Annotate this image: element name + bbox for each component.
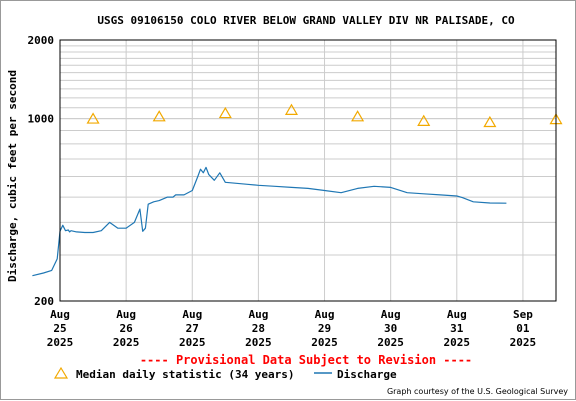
x-tick-label: Aug: [182, 308, 202, 321]
x-tick-label: 2025: [113, 336, 140, 349]
credit-note: Graph courtesy of the U.S. Geological Su…: [387, 387, 568, 396]
y-axis-label: Discharge, cubic feet per second: [6, 70, 19, 282]
x-axis-tick-labels: Aug252025Aug262025Aug272025Aug282025Aug2…: [47, 308, 536, 349]
x-tick-label: 30: [384, 322, 397, 335]
x-tick-label: 2025: [377, 336, 404, 349]
x-tick-label: 25: [53, 322, 66, 335]
legend: Median daily statistic (34 years) Discha…: [53, 366, 397, 381]
median-marker: [218, 106, 232, 119]
series-layer: [32, 103, 563, 277]
x-tick-label: 2025: [311, 336, 338, 349]
x-tick-label: 26: [120, 322, 134, 335]
y-tick-label: 1000: [28, 113, 55, 126]
plot-area-border: [59, 39, 557, 302]
grid-lines: [59, 40, 556, 301]
legend-median-label: Median daily statistic (34 years): [76, 368, 295, 381]
median-marker: [284, 103, 299, 115]
x-tick-label: Aug: [315, 308, 335, 321]
x-tick-label: Aug: [50, 308, 70, 321]
x-tick-label: 27: [186, 322, 199, 335]
x-tick-label: Sep: [513, 308, 533, 321]
x-tick-label: 2025: [444, 336, 471, 349]
x-tick-label: 2025: [179, 336, 206, 349]
discharge-series-line: [32, 166, 507, 277]
median-marker: [351, 110, 365, 122]
x-tick-label: Aug: [248, 308, 268, 321]
x-tick-label: Aug: [116, 308, 136, 321]
x-tick-label: 01: [516, 322, 530, 335]
legend-discharge-label: Discharge: [337, 368, 397, 381]
median-marker: [86, 112, 100, 124]
y-axis-tick-labels: 200 1000 2000: [28, 34, 55, 308]
x-tick-label: 31: [450, 322, 464, 335]
median-marker: [417, 114, 431, 126]
median-marker: [483, 115, 497, 128]
x-tick-label: 2025: [510, 336, 537, 349]
x-tick-label: Aug: [447, 308, 467, 321]
y-tick-label: 200: [34, 295, 54, 308]
x-tick-label: 28: [252, 322, 265, 335]
median-marker: [152, 110, 166, 122]
legend-median-marker: [53, 366, 69, 379]
x-tick-label: 2025: [245, 336, 272, 349]
x-tick-label: 2025: [47, 336, 74, 349]
provisional-note: ---- Provisional Data Subject to Revisio…: [140, 353, 472, 367]
y-tick-label: 2000: [28, 34, 55, 47]
x-tick-label: 29: [318, 322, 331, 335]
x-tick-label: Aug: [381, 308, 401, 321]
chart-title: USGS 09106150 COLO RIVER BELOW GRAND VAL…: [97, 14, 515, 27]
